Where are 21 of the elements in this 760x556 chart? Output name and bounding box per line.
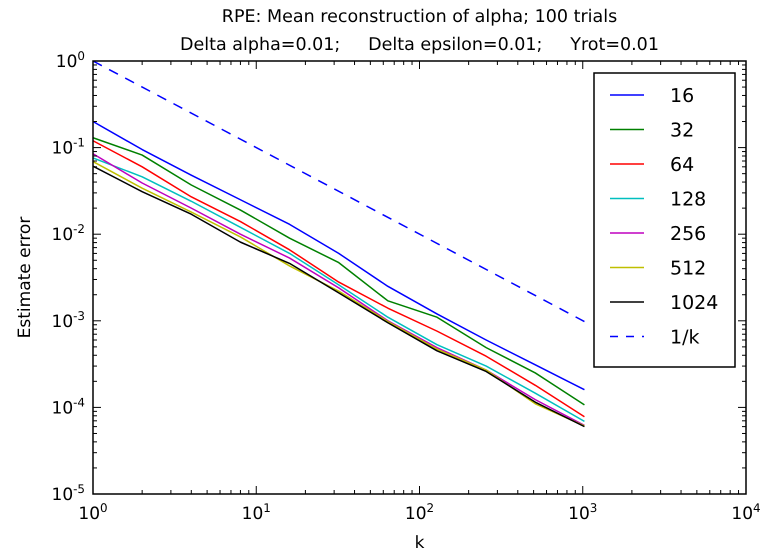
chart-title: RPE: Mean reconstruction of alpha; 100 trials	[222, 7, 618, 27]
legend-label: 32	[670, 120, 694, 142]
x-tick-label: 10$^{4}$	[731, 501, 760, 524]
x-tick-label: 10$^{3}$	[568, 501, 598, 524]
x-tick-label: 10$^{2}$	[404, 501, 434, 524]
chart-subtitle: Delta alpha=0.01; Delta epsilon=0.01; Yrot=0.01	[180, 35, 659, 55]
y-tick-label: 10$^{-1}$	[52, 136, 85, 159]
y-axis-title: Estimate error	[15, 216, 35, 338]
legend-label: 64	[670, 154, 694, 176]
legend-label: 256	[670, 223, 706, 245]
x-axis-title: k	[414, 533, 425, 553]
legend-label: 16	[670, 85, 694, 107]
y-tick-label: 10$^{-2}$	[52, 222, 85, 246]
legend-label: 512	[670, 258, 706, 280]
y-tick-label: 10$^{-3}$	[52, 308, 85, 332]
x-tick-label: 10$^{1}$	[242, 501, 271, 524]
legend-label: 128	[670, 188, 706, 210]
legend-label: 1024	[670, 292, 718, 314]
y-tick-label: 10$^{0}$	[56, 49, 85, 72]
y-tick-label: 10$^{-4}$	[52, 395, 85, 418]
legend-label: 1/k	[670, 326, 700, 348]
